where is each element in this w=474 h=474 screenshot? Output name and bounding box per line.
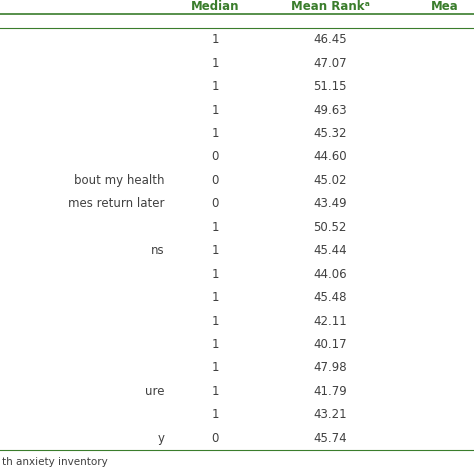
Text: 1: 1 — [211, 268, 219, 281]
Text: 47.98: 47.98 — [313, 362, 347, 374]
Text: 51.15: 51.15 — [313, 80, 347, 93]
Text: 40.17: 40.17 — [313, 338, 347, 351]
Text: ns: ns — [151, 244, 165, 257]
Text: 1: 1 — [211, 362, 219, 374]
Text: 47.07: 47.07 — [313, 57, 347, 70]
Text: 1: 1 — [211, 244, 219, 257]
Text: 1: 1 — [211, 385, 219, 398]
Text: 44.60: 44.60 — [313, 150, 347, 164]
Text: 0: 0 — [211, 150, 219, 164]
Text: 43.21: 43.21 — [313, 408, 347, 421]
Text: 42.11: 42.11 — [313, 315, 347, 328]
Text: 1: 1 — [211, 80, 219, 93]
Text: bout my health: bout my health — [74, 174, 165, 187]
Text: 1: 1 — [211, 408, 219, 421]
Text: 0: 0 — [211, 197, 219, 210]
Text: 45.74: 45.74 — [313, 432, 347, 445]
Text: 1: 1 — [211, 57, 219, 70]
Text: 45.02: 45.02 — [313, 174, 347, 187]
Text: 0: 0 — [211, 174, 219, 187]
Text: 45.44: 45.44 — [313, 244, 347, 257]
Text: ure: ure — [146, 385, 165, 398]
Text: 1: 1 — [211, 127, 219, 140]
Text: 1: 1 — [211, 221, 219, 234]
Text: 1: 1 — [211, 315, 219, 328]
Text: 45.32: 45.32 — [313, 127, 347, 140]
Text: 1: 1 — [211, 291, 219, 304]
Text: y: y — [158, 432, 165, 445]
Text: 41.79: 41.79 — [313, 385, 347, 398]
Text: 1: 1 — [211, 33, 219, 46]
Text: 43.49: 43.49 — [313, 197, 347, 210]
Text: 1: 1 — [211, 103, 219, 117]
Text: 50.52: 50.52 — [313, 221, 346, 234]
Text: Mean Rankᵃ: Mean Rankᵃ — [291, 0, 369, 13]
Text: Mea: Mea — [431, 0, 459, 13]
Text: Median: Median — [191, 0, 239, 13]
Text: mes return later: mes return later — [69, 197, 165, 210]
Text: th anxiety inventory: th anxiety inventory — [2, 457, 108, 467]
Text: 46.45: 46.45 — [313, 33, 347, 46]
Text: 44.06: 44.06 — [313, 268, 347, 281]
Text: 1: 1 — [211, 338, 219, 351]
Text: 45.48: 45.48 — [313, 291, 347, 304]
Text: 49.63: 49.63 — [313, 103, 347, 117]
Text: 0: 0 — [211, 432, 219, 445]
